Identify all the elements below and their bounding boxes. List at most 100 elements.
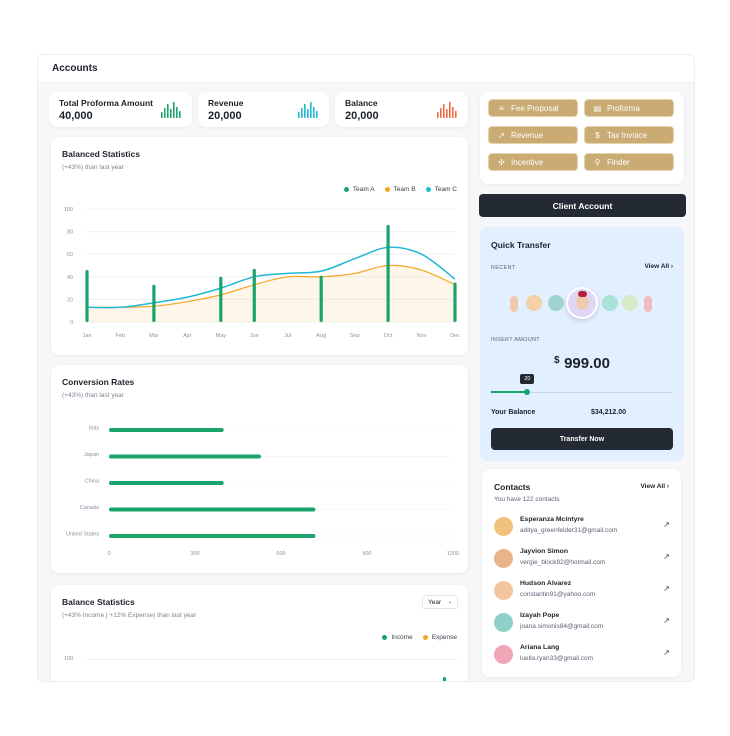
contact-row[interactable]: Izayah Pope joana.simonis84@gmail.com ↗ bbox=[494, 611, 670, 637]
stat-value: 20,000 bbox=[208, 110, 242, 122]
sparkline-bar bbox=[437, 112, 439, 118]
y-tick-label: 80 bbox=[67, 230, 73, 236]
client-account-button[interactable]: Client Account bbox=[479, 194, 686, 217]
x-tick-label: Jun bbox=[250, 333, 259, 339]
recent-avatars bbox=[480, 287, 684, 323]
your-balance-label: Your Balance bbox=[491, 409, 536, 416]
legend-item-team-c: Team C bbox=[425, 186, 457, 193]
stat-card-revenue: Revenue 20,000 bbox=[198, 92, 329, 127]
avatar[interactable] bbox=[510, 296, 518, 312]
avatar[interactable] bbox=[644, 296, 652, 312]
avatar[interactable] bbox=[602, 295, 618, 311]
slider-thumb[interactable] bbox=[524, 389, 531, 395]
stat-label: Revenue bbox=[208, 98, 244, 108]
view-all-label: View All bbox=[640, 483, 666, 490]
avatar[interactable] bbox=[622, 295, 638, 311]
sparkline-bar bbox=[452, 107, 454, 118]
stat-card-balance: Balance 20,000 bbox=[335, 92, 468, 127]
tile-label: Tax Invoice bbox=[607, 130, 648, 140]
avatar bbox=[494, 517, 513, 536]
avatar-selected[interactable] bbox=[566, 287, 598, 319]
tile-incentive[interactable]: ✣ Incentive bbox=[488, 153, 578, 171]
contact-row[interactable]: Ariana Lang luella.ryan33@gmail.com ↗ bbox=[494, 643, 670, 669]
balance-statistics-card: Balance Statistics (+43% Income | +12% E… bbox=[51, 585, 468, 681]
contact-row[interactable]: Jayvion Simon vergie_block82@hotmail.com ↗ bbox=[494, 547, 670, 573]
sparkline-bar bbox=[161, 112, 163, 118]
currency-symbol: $ bbox=[554, 355, 560, 366]
document-icon: ▤ bbox=[593, 103, 602, 113]
contact-name: Esperanza Mcintyre bbox=[520, 516, 584, 523]
app-frame: Accounts Total Proforma Amount 40,000 Re… bbox=[37, 54, 695, 682]
x-tick-label: Feb bbox=[116, 333, 125, 339]
tile-label: Incentive bbox=[511, 157, 544, 167]
sparkline-bar bbox=[304, 104, 306, 118]
arrow-up-right-icon[interactable]: ↗ bbox=[663, 584, 670, 593]
stat-card-total-proforma: Total Proforma Amount 40,000 bbox=[49, 92, 192, 127]
arrow-up-right-icon[interactable]: ↗ bbox=[663, 520, 670, 529]
tile-tax-invoice[interactable]: $ Tax Invoice bbox=[584, 126, 674, 144]
tile-finder[interactable]: ⚲ Finder bbox=[584, 153, 674, 171]
avatar[interactable] bbox=[548, 295, 564, 311]
year-select[interactable]: Year ⌄ bbox=[422, 595, 458, 609]
x-tick-label: Jul bbox=[284, 333, 291, 339]
x-tick-label: Sep bbox=[350, 333, 360, 339]
contact-row[interactable]: Hudson Alvarez constantin91@yahoo.com ↗ bbox=[494, 579, 670, 605]
sparkline-bar bbox=[449, 102, 451, 118]
x-tick-label: 900 bbox=[362, 551, 371, 557]
tile-label: Proforma bbox=[607, 103, 640, 113]
contact-email: constantin91@yahoo.com bbox=[520, 591, 596, 598]
contact-email: vergie_block82@hotmail.com bbox=[520, 559, 606, 566]
insert-amount-label: INSERT AMOUNT bbox=[491, 337, 540, 343]
chart-bar bbox=[443, 677, 446, 681]
contacts-view-all-link[interactable]: View All › bbox=[640, 483, 669, 490]
top-bar: Accounts bbox=[38, 55, 694, 83]
bar-team-a bbox=[85, 270, 89, 322]
arrow-up-right-icon[interactable]: ↗ bbox=[663, 648, 670, 657]
y-tick-label: 40 bbox=[67, 275, 73, 281]
x-tick-label: Nov bbox=[417, 333, 427, 339]
x-tick-label: Apr bbox=[183, 333, 192, 339]
balanced-statistics-chart: 0 20 40 60 80 100 Jan Feb Mar Apr May Jun Jul Aug Sep O… bbox=[64, 207, 460, 339]
contact-name: Ariana Lang bbox=[520, 644, 560, 651]
legend-item-income: Income bbox=[382, 634, 413, 641]
avatar bbox=[494, 613, 513, 632]
x-tick-label: Aug bbox=[316, 333, 326, 339]
bar-sparkline-icon bbox=[437, 102, 457, 118]
y-tick-label: 0 bbox=[70, 320, 73, 326]
sparkline-bar bbox=[170, 109, 172, 118]
stat-value: 20,000 bbox=[345, 110, 379, 122]
bar-team-a bbox=[319, 275, 323, 322]
x-tick-label: 300 bbox=[190, 551, 199, 557]
sparkline-bar bbox=[310, 102, 312, 118]
conversion-rates-chart: Italy Japan China Canada United States 0 300 60… bbox=[66, 426, 459, 558]
y-category-label: Italy bbox=[89, 426, 99, 432]
tile-proforma[interactable]: ▤ Proforma bbox=[584, 99, 674, 117]
legend-item-team-a: Team A bbox=[343, 186, 375, 193]
recent-label: RECENT bbox=[491, 265, 516, 271]
arrow-up-right-icon[interactable]: ↗ bbox=[663, 552, 670, 561]
invoice-icon: $ bbox=[595, 130, 600, 140]
tile-revenue[interactable]: ↗ Revenue bbox=[488, 126, 578, 144]
contact-row[interactable]: Esperanza Mcintyre aditya_greenfelder31@g… bbox=[494, 515, 670, 541]
view-all-label: View All bbox=[644, 263, 670, 270]
slider-value-tooltip: 20 bbox=[520, 374, 535, 384]
sparkline-bar bbox=[307, 109, 309, 118]
tile-fee-proposal[interactable]: ≡ Fee Proposal bbox=[488, 99, 578, 117]
contacts-title: Contacts bbox=[494, 482, 531, 492]
sparkline-bar bbox=[179, 111, 181, 118]
amount-value: 999.00 bbox=[564, 355, 610, 372]
sparkline-bar bbox=[173, 102, 175, 118]
balanced-statistics-card: Balanced Statistics (+43%) than last yea… bbox=[51, 137, 468, 355]
tile-label: Revenue bbox=[511, 130, 544, 140]
arrow-up-right-icon[interactable]: ↗ bbox=[663, 616, 670, 625]
bar-team-a bbox=[219, 276, 223, 322]
amount-slider[interactable]: 20 bbox=[491, 374, 673, 397]
slider-track bbox=[491, 392, 673, 393]
recent-view-all-link[interactable]: View All › bbox=[644, 263, 673, 270]
transfer-now-button[interactable]: Transfer Now bbox=[491, 428, 673, 450]
avatar[interactable] bbox=[526, 295, 542, 311]
quick-links-card: ≡ Fee Proposal ▤ Proforma ↗ Revenue $ Tax In… bbox=[480, 92, 684, 184]
card-subtitle: (+43% Income | +12% Expense) than last y… bbox=[62, 612, 197, 619]
y-tick-label: 100 bbox=[64, 207, 73, 213]
amount-display[interactable]: $ 999.00 bbox=[480, 355, 684, 373]
